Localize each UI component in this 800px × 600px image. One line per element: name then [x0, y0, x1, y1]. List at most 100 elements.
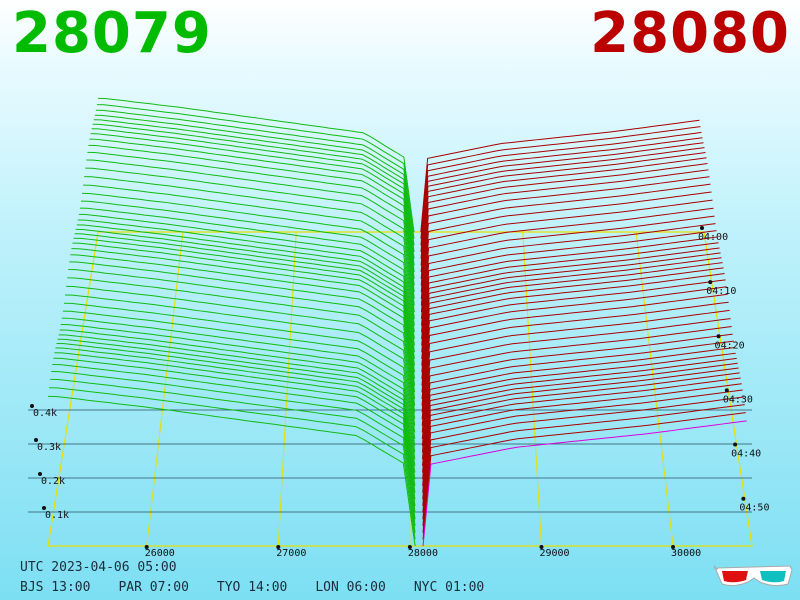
ask-depth-line — [422, 420, 747, 547]
bid-depth-line — [77, 219, 415, 360]
ask-depth-line — [420, 183, 711, 306]
ask-price: 28080 — [590, 1, 790, 66]
ask-depth-line — [421, 326, 732, 446]
bid-depth-line — [52, 363, 416, 520]
y-tick-label: 0.1k — [45, 510, 69, 521]
ask-depth-line — [420, 142, 704, 259]
ask-depth-line — [422, 396, 744, 527]
time-tick-dot — [708, 280, 713, 285]
bid-depth-line — [82, 192, 415, 333]
ask-depth-line — [420, 152, 706, 273]
bid-depth-line — [70, 254, 416, 406]
y-tick-label: 0.2k — [41, 476, 65, 487]
utc-time: UTC 2023-04-06 05:00 — [20, 560, 177, 575]
y-tick-dot — [38, 472, 42, 476]
ask-depth-line — [420, 169, 709, 293]
ask-depth-line — [422, 389, 743, 520]
bid-depth-line — [50, 378, 416, 533]
clock-tokyo: TYO 14:00 — [216, 580, 288, 595]
bid-depth-line — [87, 151, 415, 299]
ask-depth-line — [422, 362, 738, 486]
bid-depth-line — [54, 352, 416, 506]
x-tick-label: 29000 — [539, 548, 569, 559]
clock-beijing: BJS 13:00 — [20, 580, 91, 595]
ask-depth-line — [421, 301, 729, 426]
bid-depth-line — [89, 138, 415, 286]
bid-depth-line — [76, 224, 415, 366]
y-tick-label: 0.3k — [37, 442, 61, 453]
ask-depth-line — [420, 176, 710, 299]
bid-depth-line — [93, 119, 415, 259]
ask-depth-line — [422, 383, 742, 513]
bid-depth-line — [51, 371, 416, 527]
bid-depth-line — [66, 285, 416, 433]
ask-depth-line — [420, 157, 707, 279]
bid-depth-line — [59, 329, 416, 473]
time-tick-dot — [741, 496, 746, 501]
ask-depth-line — [421, 262, 723, 386]
ask-depth-line — [421, 223, 716, 339]
ask-depth-line — [422, 412, 746, 540]
ask-depth-line — [421, 267, 724, 393]
x-gridline — [522, 231, 542, 547]
ask-depth-line — [420, 137, 703, 253]
bid-depth-line — [95, 109, 415, 246]
clock-new-york: NYC 01:00 — [413, 580, 485, 595]
ask-depth-line — [421, 252, 721, 373]
ask-depth-line — [421, 309, 730, 433]
time-tick-dot — [700, 226, 704, 230]
bid-depth-line — [68, 269, 416, 420]
bid-depth-line — [91, 128, 415, 273]
ask-depth-line — [420, 163, 708, 286]
ask-depth-line — [421, 215, 715, 333]
x-tick-label: 28000 — [408, 548, 438, 559]
bid-depth-line — [90, 133, 415, 279]
x-tick-label: 26000 — [145, 548, 175, 559]
3d-glasses-icon[interactable] — [714, 560, 794, 590]
bid-depth-line — [62, 310, 416, 453]
ask-depth-line — [422, 404, 745, 533]
bid-depth-line — [65, 294, 416, 440]
bid-depth-line — [58, 334, 416, 480]
bid-depth-line — [61, 317, 416, 460]
y-tick-dot — [30, 404, 34, 408]
time-tick-label: 04:50 — [739, 503, 769, 514]
ask-depth-line — [421, 293, 728, 420]
axis-labels: 26000 27000 28000 29000 30000 0.1k 0.2k 0.3k 0.4… — [30, 226, 769, 559]
x-tick-dot — [144, 545, 149, 549]
x-tick-dot — [407, 545, 412, 549]
bid-depth-line — [92, 123, 415, 266]
y-tick-label: 0.4k — [33, 408, 57, 419]
world-clock: BJS 13:00 PAR 07:00 TYO 14:00 LON 06:00 … — [20, 580, 484, 595]
bid-depth-line — [75, 228, 416, 373]
bid-depth-line — [80, 200, 415, 339]
x-tick-dot — [671, 545, 676, 549]
x-tick-label: 30000 — [671, 548, 701, 559]
bid-depth-line — [60, 323, 416, 466]
bid-depth-line — [55, 347, 416, 500]
bid-depth-line — [86, 159, 415, 306]
bid-depth-line — [94, 114, 415, 253]
x-tick-label: 27000 — [276, 548, 306, 559]
bid-depth-line — [96, 104, 415, 239]
time-tick-label: 04:40 — [731, 449, 761, 460]
x-tick-dot — [539, 545, 544, 549]
ask-depth-line — [421, 279, 726, 406]
ask-depth-line — [420, 126, 701, 239]
time-tick-label: 04:00 — [698, 232, 728, 243]
ask-depth-line — [421, 236, 718, 353]
ask-depth-line — [421, 346, 735, 466]
bid-depth-line — [69, 261, 416, 413]
bid-depth-line — [78, 213, 415, 353]
y-tick-dot — [42, 506, 46, 510]
bid-depth-line — [47, 395, 416, 547]
bid-depth-line — [97, 97, 415, 233]
bid-depth-line — [88, 144, 415, 293]
ask-depth-line — [421, 242, 719, 359]
ask-depth-line — [422, 372, 740, 500]
time-tick-dot — [733, 442, 738, 447]
ask-depth-line — [421, 273, 725, 400]
ask-depth-line — [422, 352, 736, 473]
ask-depth-line — [420, 199, 713, 319]
